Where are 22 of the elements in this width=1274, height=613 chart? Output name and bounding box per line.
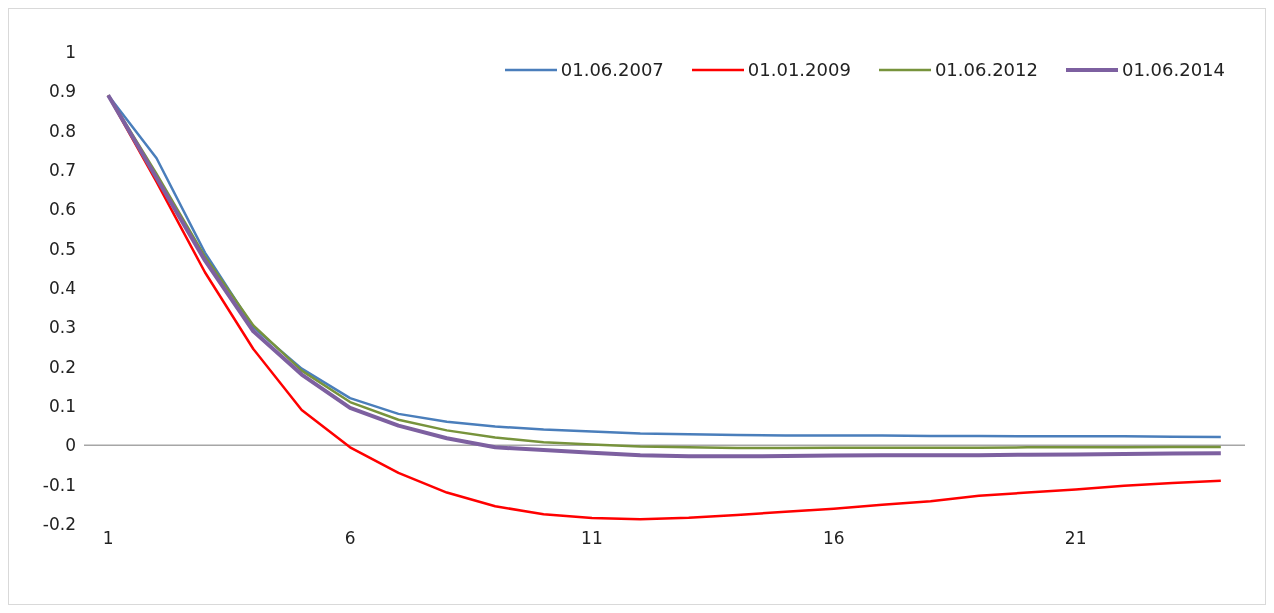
x-tick-label: 1 <box>102 528 114 549</box>
y-tick-label: 1 <box>65 42 76 63</box>
x-tick-label: 11 <box>581 528 603 549</box>
legend-label: 01.06.2014 <box>1121 59 1225 80</box>
legend-label: 01.01.2009 <box>747 59 851 80</box>
y-tick-label: -0.1 <box>42 474 76 495</box>
legend-label: 01.06.2012 <box>934 59 1038 80</box>
x-tick-label: 6 <box>344 528 356 549</box>
y-tick-label: 0.4 <box>48 278 76 299</box>
y-tick-label: 0.6 <box>48 199 76 220</box>
y-tick-label: 0.8 <box>48 120 76 141</box>
y-tick-label: 0.9 <box>48 81 76 102</box>
y-tick-label: 0.2 <box>48 356 76 377</box>
y-tick-label: 0.5 <box>48 238 76 259</box>
legend-label: 01.06.2007 <box>560 59 664 80</box>
y-tick-label: 0.1 <box>48 396 76 417</box>
y-tick-label: 0 <box>65 435 76 456</box>
y-tick-label: 0.7 <box>48 160 76 181</box>
y-tick-label: -0.2 <box>42 514 76 535</box>
x-tick-label: 21 <box>1064 528 1087 549</box>
y-tick-label: 0.3 <box>48 317 76 338</box>
x-tick-label: 16 <box>822 528 845 549</box>
